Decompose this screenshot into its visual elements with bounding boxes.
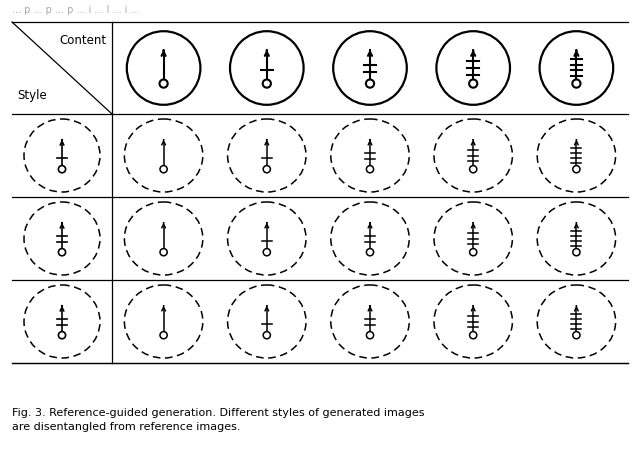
Text: Content: Content: [60, 34, 107, 47]
Text: ... p ... p ... p ... i ... l ... i ...: ... p ... p ... p ... i ... l ... i ...: [12, 5, 140, 15]
Text: Style: Style: [17, 89, 47, 102]
Text: are disentangled from reference images.: are disentangled from reference images.: [12, 422, 241, 432]
Text: Fig. 3. Reference-guided generation. Different styles of generated images: Fig. 3. Reference-guided generation. Dif…: [12, 408, 424, 418]
